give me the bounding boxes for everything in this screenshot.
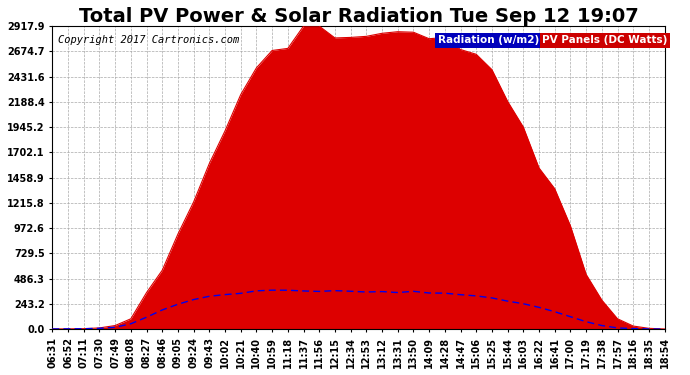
Text: PV Panels (DC Watts): PV Panels (DC Watts) xyxy=(542,35,667,45)
Text: Copyright 2017 Cartronics.com: Copyright 2017 Cartronics.com xyxy=(59,35,239,45)
Title: Total PV Power & Solar Radiation Tue Sep 12 19:07: Total PV Power & Solar Radiation Tue Sep… xyxy=(79,7,638,26)
Text: Radiation (w/m2): Radiation (w/m2) xyxy=(438,35,540,45)
